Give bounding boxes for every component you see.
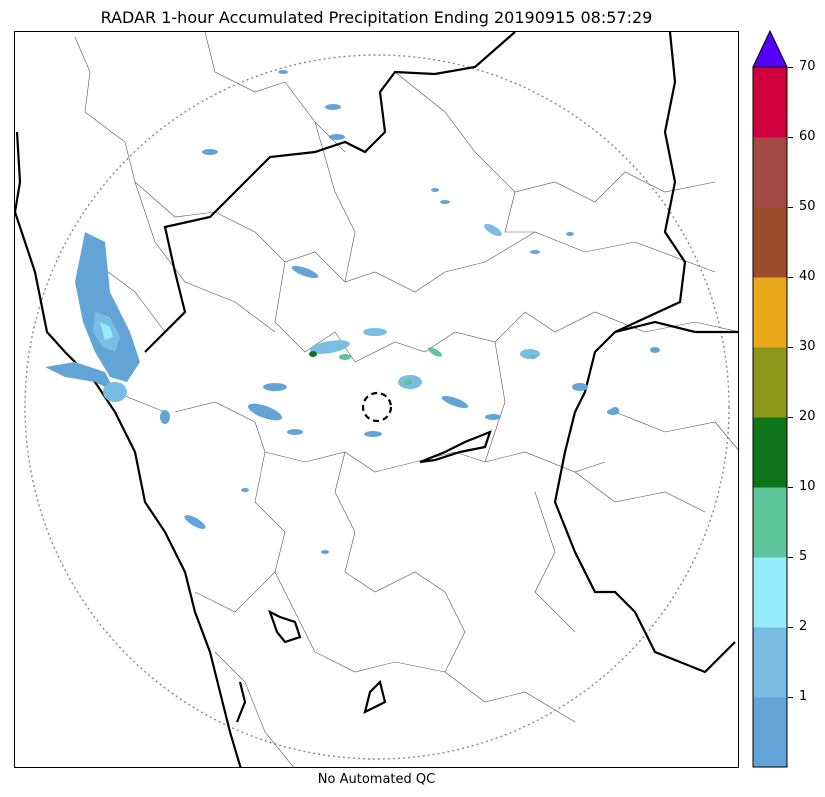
coastline xyxy=(15,131,242,767)
colorbar-label: 1 xyxy=(799,689,808,704)
colorbar-label: 5 xyxy=(799,549,808,564)
colorbar xyxy=(752,30,788,768)
colorbar-band xyxy=(753,417,787,488)
colorbar-band xyxy=(753,487,787,558)
colorbar-tick xyxy=(788,67,793,68)
colorbar-band xyxy=(753,207,787,278)
colorbar-label: 40 xyxy=(799,269,816,284)
colorbar-band xyxy=(753,557,787,628)
colorbar-tick xyxy=(788,627,793,628)
colorbar-tick xyxy=(788,557,793,558)
colorbar-tick xyxy=(788,207,793,208)
colorbar-extend-triangle xyxy=(752,30,788,68)
colorbar-label: 60 xyxy=(799,129,816,144)
colorbar-band xyxy=(753,277,787,348)
radar-site-marker xyxy=(361,391,393,423)
qc-note: No Automated QC xyxy=(317,772,436,787)
precipitation-echoes xyxy=(45,70,660,554)
colorbar-outline xyxy=(752,66,788,768)
colorbar-band xyxy=(753,627,787,698)
map-title: RADAR 1-hour Accumulated Precipitation E… xyxy=(100,8,653,27)
colorbar-label: 20 xyxy=(799,409,816,424)
state-borders xyxy=(144,32,738,723)
radar-map-canvas xyxy=(15,32,738,767)
colorbar-band xyxy=(753,697,787,768)
colorbar-label: 70 xyxy=(799,59,816,74)
colorbar-label: 2 xyxy=(799,619,808,634)
colorbar-label: 10 xyxy=(799,479,816,494)
radar-map xyxy=(14,31,739,768)
colorbar-band xyxy=(753,137,787,208)
colorbar-tick xyxy=(788,487,793,488)
district-borders xyxy=(74,32,738,767)
colorbar-band xyxy=(753,67,787,138)
colorbar-tick xyxy=(788,277,793,278)
colorbar-tick xyxy=(788,417,793,418)
colorbar-tick xyxy=(788,347,793,348)
colorbar-label: 30 xyxy=(799,339,816,354)
colorbar-tick xyxy=(788,137,793,138)
colorbar-band xyxy=(753,347,787,418)
colorbar-tick xyxy=(788,697,793,698)
colorbar-label: 50 xyxy=(799,199,816,214)
range-ring xyxy=(24,54,730,760)
